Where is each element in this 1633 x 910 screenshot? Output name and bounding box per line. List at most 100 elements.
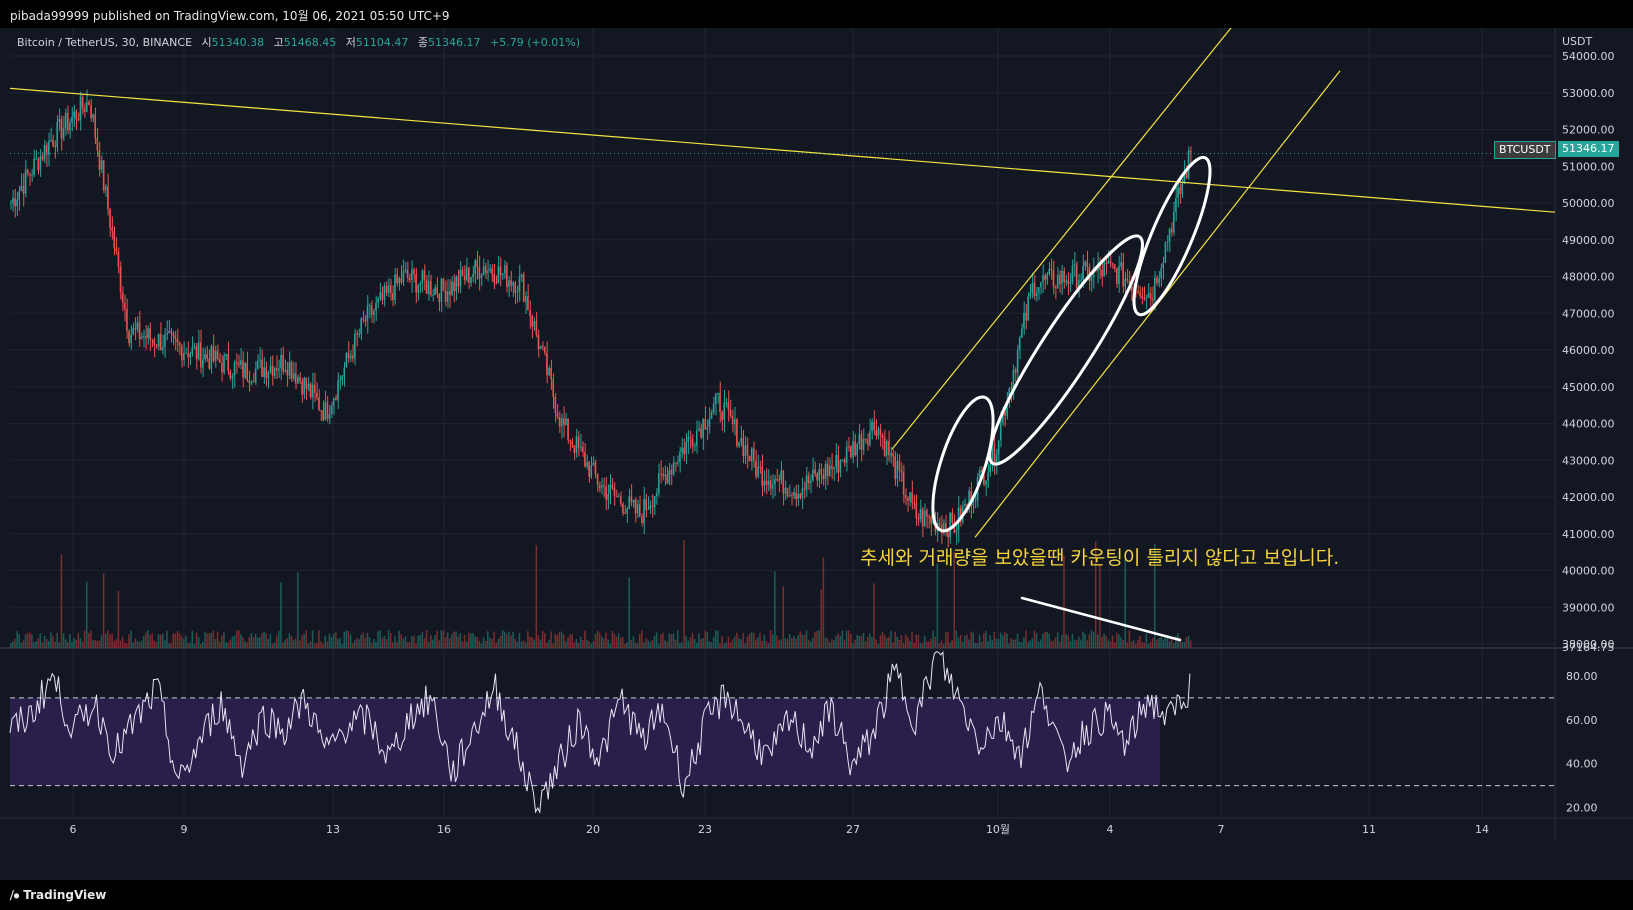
volume-bar [37, 637, 39, 648]
candle-body [111, 227, 113, 231]
volume-bar [1059, 641, 1061, 648]
candle-body [575, 436, 578, 453]
candle-body [622, 503, 624, 514]
candle-body [968, 490, 970, 507]
volume-bar [582, 640, 584, 648]
candle-body [204, 354, 206, 360]
chart-frame[interactable]: 추세와 거래량을 보았을땐 카운팅이 틀리지 않다고 보입니다. USDT 5400… [0, 28, 1633, 880]
candle-body [989, 465, 991, 473]
volume-bar [972, 632, 974, 648]
candle-body [73, 111, 75, 117]
volume-bar [474, 636, 476, 648]
candle-body [368, 305, 371, 307]
candle-body [189, 353, 191, 358]
candle-body [850, 446, 852, 458]
candle-body [733, 419, 736, 425]
candle-body [723, 402, 725, 421]
candle-body [1082, 266, 1084, 280]
candle-body [879, 428, 882, 436]
volume-bar [983, 633, 985, 648]
volume-bar [62, 633, 65, 648]
candle-body [330, 406, 333, 415]
volume-bar [628, 577, 630, 648]
candle-body [100, 160, 103, 170]
candle-body [1103, 262, 1105, 277]
candle-body [866, 439, 869, 445]
volume-bar [917, 634, 920, 648]
volume-bar [1143, 642, 1145, 648]
volume-bar [168, 643, 170, 648]
volume-bar [187, 643, 189, 648]
candle-body [1016, 349, 1019, 373]
volume-bar [292, 640, 295, 648]
candle-body [757, 466, 759, 477]
candle-body [415, 274, 417, 293]
volume-bar [41, 642, 44, 648]
volume-bar [761, 641, 763, 648]
volume-bar [835, 636, 837, 648]
candle-body [729, 409, 732, 416]
volume-bar [537, 635, 540, 648]
candle-body [394, 274, 396, 301]
candle-body [1099, 263, 1101, 270]
candle-body [297, 376, 299, 384]
candle-body [193, 346, 196, 348]
volume-bar [18, 633, 20, 648]
last-price-tag: 51346.17 [1558, 141, 1619, 157]
volume-bar [957, 637, 960, 648]
volume-bar [991, 639, 993, 648]
price-tick-label: 49000.00 [1562, 234, 1615, 247]
candle-body [349, 355, 352, 358]
candle-body [123, 302, 126, 310]
candle-body [117, 251, 120, 267]
volume-bar [142, 635, 145, 648]
volume-bar [964, 635, 966, 648]
volume-bar [358, 639, 360, 648]
volume-bar [425, 630, 428, 648]
volume-bar [26, 632, 29, 648]
volume-bar [1139, 635, 1141, 648]
volume-bar [748, 633, 751, 648]
chart-canvas[interactable]: 추세와 거래량을 보았을땐 카운팅이 틀리지 않다고 보입니다. USDT 5400… [0, 28, 1633, 880]
candle-body [828, 465, 831, 477]
candle-body [1170, 229, 1173, 233]
volume-bar [117, 590, 120, 648]
volume-bar [351, 643, 354, 648]
volume-bar [335, 632, 337, 648]
volume-bar [843, 639, 846, 648]
candle-body [172, 332, 175, 336]
candle-body [354, 333, 356, 359]
volume-bar [197, 637, 200, 648]
candle-body [833, 466, 835, 469]
volume-bar [805, 630, 808, 648]
candle-body [24, 169, 27, 194]
volume-bar [1149, 641, 1152, 648]
candle-body [740, 438, 742, 443]
candle-body [999, 422, 1002, 441]
candle-body [714, 393, 717, 404]
candle-body [343, 367, 346, 377]
candle-body [1164, 242, 1167, 263]
candle-body [413, 269, 415, 275]
candle-body [71, 116, 73, 123]
volume-bar [866, 636, 869, 648]
candle-body [136, 322, 139, 330]
candle-body [134, 328, 137, 330]
volume-bar [493, 631, 495, 648]
volume-bar [442, 630, 445, 648]
volume-bar [862, 632, 865, 648]
volume-bar [1075, 639, 1078, 648]
volume-bar [1027, 642, 1029, 648]
volume-bar [1154, 543, 1156, 648]
volume-bar [993, 632, 996, 648]
candle-body [449, 291, 451, 296]
volume-bar [411, 636, 413, 648]
candle-body [529, 310, 531, 317]
tradingview-logo[interactable]: ⧸⦁ TradingView [10, 888, 106, 903]
volume-bar [176, 631, 179, 648]
volume-bar [459, 633, 462, 648]
volume-bar [343, 631, 346, 648]
candle-body [47, 141, 50, 155]
candle-body [793, 492, 795, 497]
candle-body [1067, 280, 1069, 284]
